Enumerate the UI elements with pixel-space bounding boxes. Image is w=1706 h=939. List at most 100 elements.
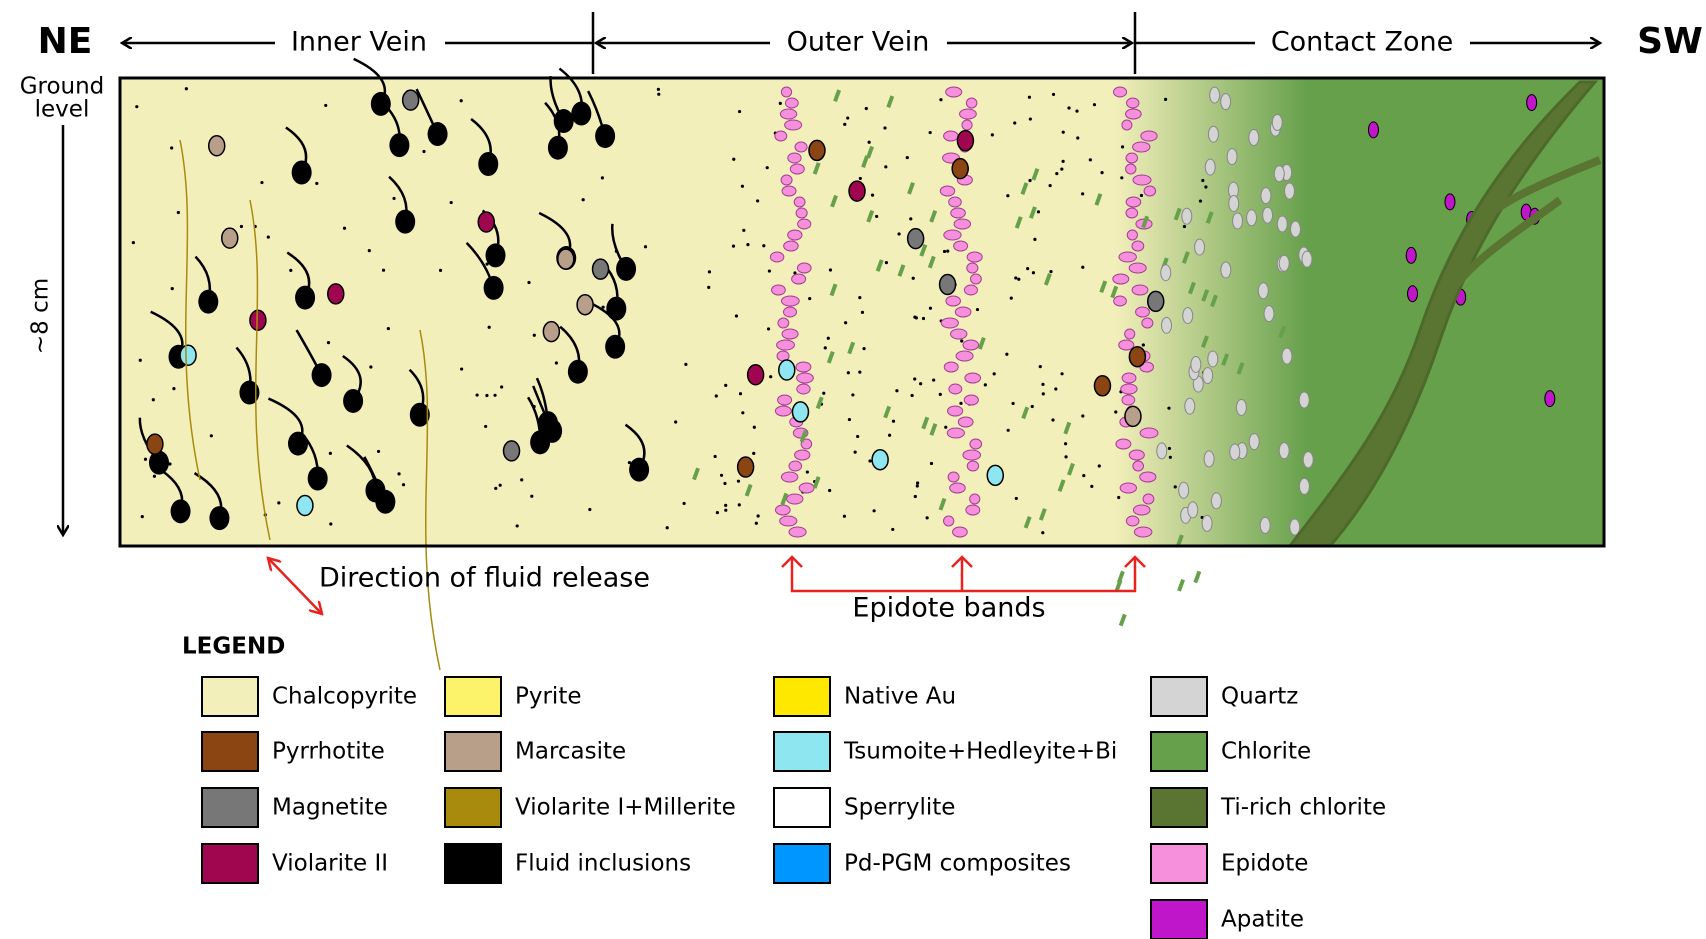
legend: LEGEND ChalcopyritePyrrhotiteMagnetiteVi… xyxy=(182,634,1386,939)
epidote-grain xyxy=(963,450,981,460)
dot xyxy=(1117,496,1120,499)
dot xyxy=(382,269,385,272)
dot xyxy=(991,133,994,136)
quartz-grain xyxy=(1195,239,1205,255)
epidote-grain xyxy=(964,395,978,405)
mineral-grain xyxy=(738,457,754,477)
mineral-grain xyxy=(1094,376,1110,396)
legend-label: Apatite xyxy=(1221,907,1304,933)
dot xyxy=(871,194,874,197)
dot xyxy=(1014,276,1017,279)
quartz-grain xyxy=(1260,517,1270,533)
epidote-grain xyxy=(962,120,972,130)
epidote-grain xyxy=(785,120,802,130)
legend-swatch xyxy=(1151,732,1207,771)
dot xyxy=(707,286,710,289)
epidote-grain xyxy=(971,274,982,284)
dot xyxy=(939,98,942,101)
dot xyxy=(684,363,687,366)
dot xyxy=(930,462,933,465)
dot xyxy=(277,501,280,504)
quartz-grain xyxy=(1230,444,1240,460)
dot xyxy=(993,372,996,375)
dot xyxy=(516,524,519,527)
fluid-inclusion xyxy=(554,109,574,133)
dot xyxy=(1093,103,1096,106)
dot xyxy=(1049,184,1052,187)
mineral-grain xyxy=(792,402,808,422)
quartz-grain xyxy=(1210,87,1220,103)
epidote-grain xyxy=(1122,120,1132,130)
epidote-grain xyxy=(954,219,971,229)
epidote-grain xyxy=(1120,483,1136,493)
epidote-grain xyxy=(789,461,802,471)
dot xyxy=(460,367,463,370)
epidote-grain xyxy=(775,406,791,416)
mineral-grain xyxy=(940,274,956,294)
quartz-grain xyxy=(1290,519,1300,535)
dot xyxy=(767,327,770,330)
epidote-grain xyxy=(797,384,810,394)
legend-swatch xyxy=(202,844,258,883)
epidote-grain xyxy=(1116,439,1131,449)
dot xyxy=(1011,402,1014,405)
dot xyxy=(327,341,330,344)
epidote-grain xyxy=(1126,109,1142,119)
dot xyxy=(484,425,487,428)
dot xyxy=(1064,455,1067,458)
quartz-grain xyxy=(1233,213,1243,229)
dot xyxy=(1120,176,1123,179)
dot xyxy=(1054,387,1057,390)
dot xyxy=(856,435,859,438)
dot xyxy=(912,277,915,280)
fluid-inclusion xyxy=(395,210,415,234)
dot xyxy=(1026,267,1029,270)
apatite-grain xyxy=(1368,122,1378,138)
dot xyxy=(888,434,891,437)
epidote-grain xyxy=(1129,450,1144,460)
dot xyxy=(530,495,533,498)
dot xyxy=(875,215,878,218)
quartz-grain xyxy=(1279,443,1289,459)
fluid-inclusion xyxy=(209,506,229,530)
chlorite-grain xyxy=(1177,579,1185,592)
fluid-inclusion xyxy=(171,499,191,523)
dot xyxy=(752,452,755,455)
dot xyxy=(914,495,917,498)
epidote-grain xyxy=(944,516,954,526)
epidote-grain xyxy=(780,109,796,119)
dot xyxy=(1042,392,1045,395)
dot xyxy=(843,123,846,126)
dot xyxy=(500,385,503,388)
legend-label: Marcasite xyxy=(515,739,626,765)
dot xyxy=(499,484,502,487)
dot xyxy=(1010,297,1013,300)
legend-swatch xyxy=(445,677,501,716)
legend-label: Violarite I+Millerite xyxy=(515,795,736,821)
epidote-grain xyxy=(788,153,801,163)
mineral-grain xyxy=(504,441,520,461)
epidote-grain xyxy=(781,472,797,482)
dot xyxy=(865,107,868,110)
epidote-grain xyxy=(1134,527,1152,537)
dot xyxy=(485,394,488,397)
epidote-grain xyxy=(797,263,811,273)
dot xyxy=(1031,405,1034,408)
epidote-grain xyxy=(949,197,962,207)
epidote-grain xyxy=(782,186,796,196)
epidote-grain xyxy=(1126,208,1138,218)
legend-swatch xyxy=(1151,677,1207,716)
quartz-grain xyxy=(1205,159,1215,175)
dot xyxy=(909,217,912,220)
epidote-grain xyxy=(941,318,958,328)
side-scale: Ground level ~8 cm xyxy=(20,74,105,536)
quartz-grain xyxy=(1264,306,1274,322)
dot xyxy=(1164,98,1167,101)
dot xyxy=(723,482,726,485)
epidote-grain xyxy=(958,417,973,427)
dot xyxy=(916,481,919,484)
fluid-inclusion xyxy=(595,124,615,148)
epidote-grain xyxy=(966,505,980,515)
dot xyxy=(369,365,372,368)
dot xyxy=(766,166,769,169)
